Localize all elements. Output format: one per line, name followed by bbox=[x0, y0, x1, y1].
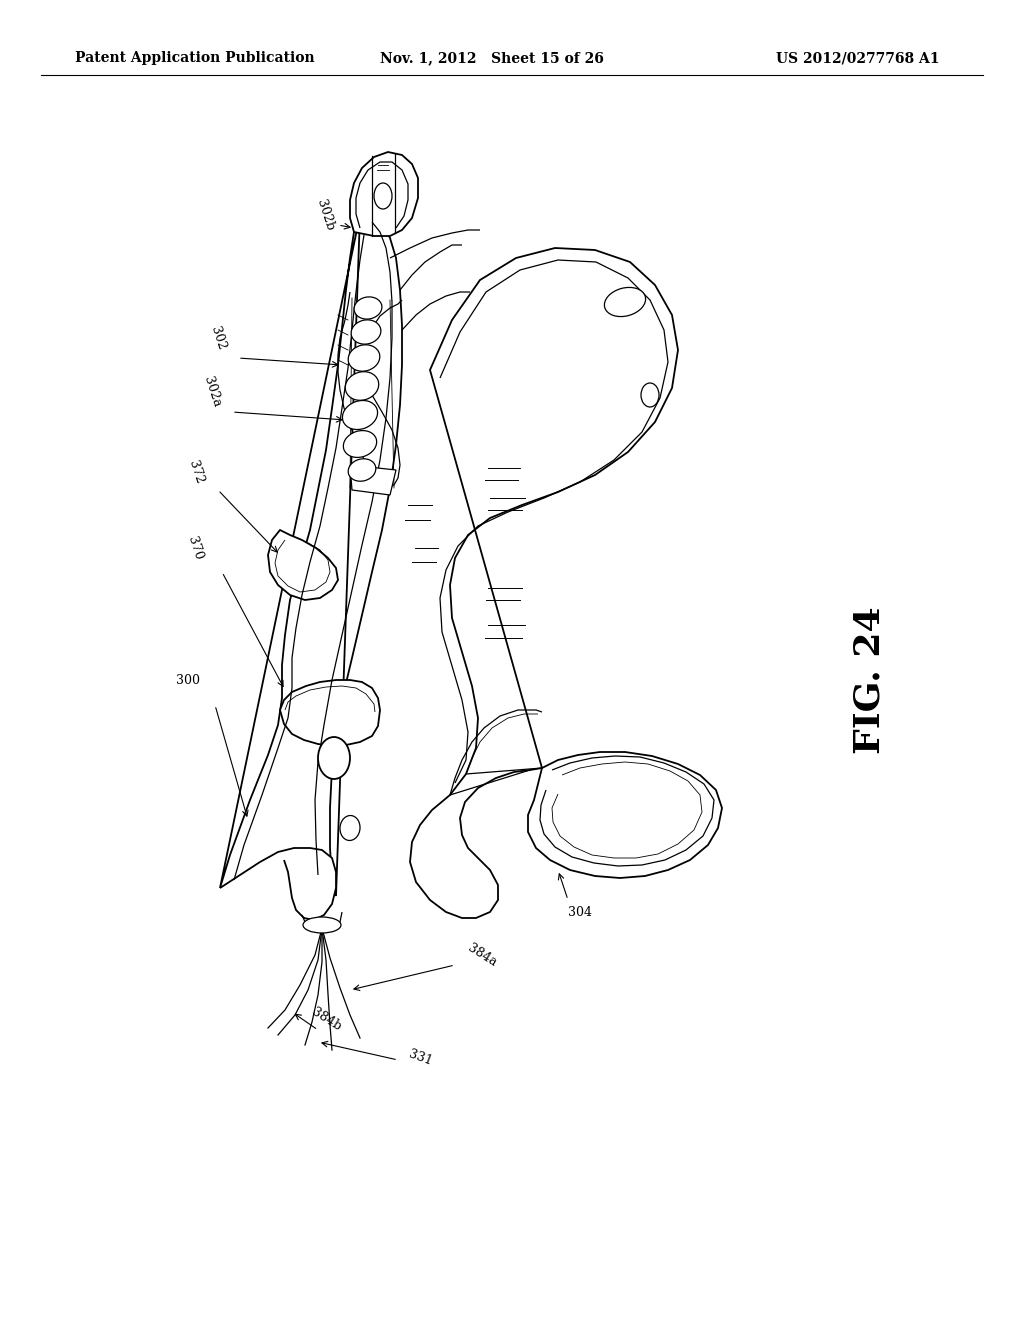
Ellipse shape bbox=[348, 345, 380, 371]
Text: 302b: 302b bbox=[314, 198, 336, 232]
PathPatch shape bbox=[220, 847, 336, 920]
Text: FIG. 24: FIG. 24 bbox=[853, 606, 887, 754]
Ellipse shape bbox=[345, 372, 379, 400]
Text: US 2012/0277768 A1: US 2012/0277768 A1 bbox=[776, 51, 940, 65]
Text: 372: 372 bbox=[186, 458, 206, 486]
Ellipse shape bbox=[303, 917, 341, 933]
Text: Patent Application Publication: Patent Application Publication bbox=[75, 51, 314, 65]
Text: 300: 300 bbox=[176, 673, 200, 686]
Text: 302a: 302a bbox=[201, 375, 223, 409]
PathPatch shape bbox=[350, 465, 396, 495]
Ellipse shape bbox=[351, 319, 381, 345]
PathPatch shape bbox=[280, 680, 380, 746]
Ellipse shape bbox=[340, 816, 360, 841]
Ellipse shape bbox=[374, 183, 392, 209]
Ellipse shape bbox=[354, 297, 382, 319]
Text: 370: 370 bbox=[185, 535, 205, 561]
Text: 384a: 384a bbox=[465, 941, 499, 969]
PathPatch shape bbox=[350, 152, 418, 236]
Text: 384b: 384b bbox=[309, 1006, 343, 1034]
PathPatch shape bbox=[220, 215, 402, 896]
Ellipse shape bbox=[342, 400, 378, 429]
Ellipse shape bbox=[604, 288, 645, 317]
PathPatch shape bbox=[528, 752, 722, 878]
PathPatch shape bbox=[268, 531, 338, 601]
Ellipse shape bbox=[641, 383, 659, 407]
Text: 302: 302 bbox=[208, 325, 228, 351]
Text: Nov. 1, 2012   Sheet 15 of 26: Nov. 1, 2012 Sheet 15 of 26 bbox=[380, 51, 604, 65]
Text: 304: 304 bbox=[568, 906, 592, 919]
Ellipse shape bbox=[343, 430, 377, 458]
Text: 331: 331 bbox=[407, 1048, 433, 1068]
Ellipse shape bbox=[348, 459, 376, 482]
PathPatch shape bbox=[410, 248, 678, 917]
Ellipse shape bbox=[318, 737, 350, 779]
